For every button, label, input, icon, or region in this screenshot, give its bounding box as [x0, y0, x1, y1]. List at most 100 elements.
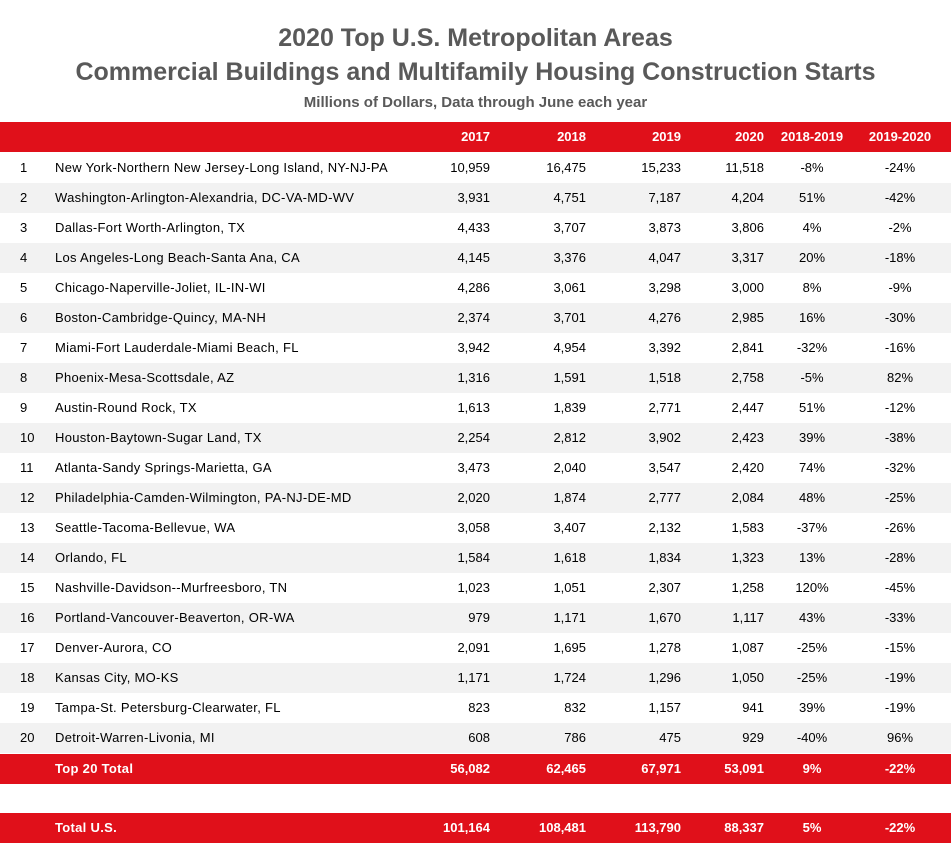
metro-name-cell: Philadelphia-Camden-Wilmington, PA-NJ-DE…: [55, 490, 352, 505]
header-row: 2017 2018 2019 2020 2018-2019 2019-2020: [0, 122, 951, 152]
value-2020-cell: 3,000: [731, 280, 764, 295]
change-2018-2019-cell: 8%: [802, 280, 822, 295]
change-2018-2019-cell: -32%: [796, 340, 828, 355]
change-2018-2019-cell: -8%: [800, 160, 824, 175]
value-2017-cell: 1,584: [457, 550, 490, 565]
table-row: 2 Washington-Arlington-Alexandria, DC-VA-…: [0, 183, 951, 213]
top20-total-row: Top 20 Total 56,082 62,465 67,971 53,091 9% -2…: [0, 754, 951, 784]
change-2019-2020-cell: -12%: [884, 400, 916, 415]
value-2018-cell: 2018: [557, 129, 586, 144]
value-2018-cell: 4,954: [553, 340, 586, 355]
change-2018-2019-cell: -40%: [796, 730, 828, 745]
metro-name-cell: Tampa-St. Petersburg-Clearwater, FL: [55, 700, 281, 715]
rank-cell: 3: [20, 220, 28, 235]
value-2017-cell: 3,058: [457, 520, 490, 535]
value-2017-cell: 101,164: [443, 820, 490, 835]
rank-cell: 1: [20, 160, 28, 175]
table-row: 19 Tampa-St. Petersburg-Clearwater, FL 823…: [0, 693, 951, 723]
metro-name-cell: Nashville-Davidson--Murfreesboro, TN: [55, 580, 288, 595]
value-2019-cell: 4,047: [648, 250, 681, 265]
metro-name-cell: Orlando, FL: [55, 550, 127, 565]
table-row: 1 New York-Northern New Jersey-Long Islan…: [0, 153, 951, 183]
value-2020-cell: 2,420: [731, 460, 764, 475]
value-2020-cell: 1,323: [731, 550, 764, 565]
value-2018-cell: 832: [564, 700, 586, 715]
table-row: 15 Nashville-Davidson--Murfreesboro, TN 1,…: [0, 573, 951, 603]
value-2017-cell: 4,433: [457, 220, 490, 235]
metro-name-cell: Atlanta-Sandy Springs-Marietta, GA: [55, 460, 272, 475]
rank-cell: 4: [20, 250, 28, 265]
value-2017-cell: 1,316: [457, 370, 490, 385]
change-2019-2020-cell: -45%: [884, 580, 916, 595]
metro-name-cell: Houston-Baytown-Sugar Land, TX: [55, 430, 262, 445]
change-2018-2019-cell: 39%: [798, 700, 826, 715]
change-2018-2019-cell: -5%: [800, 370, 824, 385]
metro-name-cell: Boston-Cambridge-Quincy, MA-NH: [55, 310, 267, 325]
change-2019-2020-cell: -38%: [884, 430, 916, 445]
value-2019-cell: 1,518: [648, 370, 681, 385]
value-2017-cell: 2017: [461, 129, 490, 144]
change-2018-2019-cell: 51%: [798, 400, 826, 415]
value-2017-cell: 3,931: [457, 190, 490, 205]
metro-name-cell: Austin-Round Rock, TX: [55, 400, 197, 415]
change-2018-2019-cell: 5%: [802, 820, 822, 835]
value-2018-cell: 2,812: [553, 430, 586, 445]
value-2019-cell: 7,187: [648, 190, 681, 205]
value-2020-cell: 1,583: [731, 520, 764, 535]
value-2017-cell: 2,020: [457, 490, 490, 505]
value-2019-cell: 1,834: [648, 550, 681, 565]
change-2018-2019-cell: 2018-2019: [780, 129, 844, 144]
value-2018-cell: 1,618: [553, 550, 586, 565]
metro-name-cell: Dallas-Fort Worth-Arlington, TX: [55, 220, 246, 235]
value-2018-cell: 786: [564, 730, 586, 745]
rank-cell: 7: [20, 340, 28, 355]
value-2020-cell: 2020: [735, 129, 764, 144]
change-2019-2020-cell: -9%: [888, 280, 912, 295]
change-2019-2020-cell: 96%: [886, 730, 914, 745]
value-2017-cell: 4,286: [457, 280, 490, 295]
metro-name-cell: Seattle-Tacoma-Bellevue, WA: [55, 520, 236, 535]
value-2018-cell: 1,724: [553, 670, 586, 685]
value-2017-cell: 823: [468, 700, 490, 715]
value-2020-cell: 2,985: [731, 310, 764, 325]
change-2018-2019-cell: -25%: [796, 670, 828, 685]
metro-name-cell: Portland-Vancouver-Beaverton, OR-WA: [55, 610, 295, 625]
change-2018-2019-cell: 13%: [798, 550, 826, 565]
value-2018-cell: 1,051: [553, 580, 586, 595]
table-row: 6 Boston-Cambridge-Quincy, MA-NH 2,374 3,70…: [0, 303, 951, 333]
rank-cell: 5: [20, 280, 28, 295]
value-2020-cell: 2,758: [731, 370, 764, 385]
change-2019-2020-cell: -26%: [884, 520, 916, 535]
value-2019-cell: 2,771: [648, 400, 681, 415]
value-2018-cell: 1,839: [553, 400, 586, 415]
table-row: 20 Detroit-Warren-Livonia, MI 608 786 475 929…: [0, 723, 951, 753]
change-2018-2019-cell: 39%: [798, 430, 826, 445]
value-2019-cell: 2019: [652, 129, 681, 144]
value-2019-cell: 67,971: [641, 761, 681, 776]
table-row: 17 Denver-Aurora, CO 2,091 1,695 1,278 1,087 -…: [0, 633, 951, 663]
table-row: 12 Philadelphia-Camden-Wilmington, PA-NJ-…: [0, 483, 951, 513]
change-2019-2020-cell: -18%: [884, 250, 916, 265]
change-2019-2020-cell: -25%: [884, 490, 916, 505]
value-2019-cell: 2,777: [648, 490, 681, 505]
title: 2020 Top U.S. Metropolitan Areas: [278, 24, 673, 52]
table-row: 4 Los Angeles-Long Beach-Santa Ana, CA 4,1…: [0, 243, 951, 273]
metro-name-cell: Miami-Fort Lauderdale-Miami Beach, FL: [55, 340, 299, 355]
value-2018-cell: 3,376: [553, 250, 586, 265]
metro-name-cell: Chicago-Naperville-Joliet, IL-IN-WI: [55, 280, 266, 295]
change-2018-2019-cell: 43%: [798, 610, 826, 625]
value-2019-cell: 2,307: [648, 580, 681, 595]
change-2018-2019-cell: 20%: [798, 250, 826, 265]
value-2019-cell: 3,902: [648, 430, 681, 445]
change-2019-2020-cell: -30%: [884, 310, 916, 325]
change-2019-2020-cell: -28%: [884, 550, 916, 565]
change-2019-2020-cell: -2%: [888, 220, 912, 235]
rank-cell: 13: [20, 520, 35, 535]
value-2019-cell: 1,278: [648, 640, 681, 655]
value-2018-cell: 1,874: [553, 490, 586, 505]
table-row: 3 Dallas-Fort Worth-Arlington, TX 4,433 3,7…: [0, 213, 951, 243]
rank-cell: 8: [20, 370, 28, 385]
value-2018-cell: 3,407: [553, 520, 586, 535]
value-2019-cell: 3,298: [648, 280, 681, 295]
value-2020-cell: 2,084: [731, 490, 764, 505]
